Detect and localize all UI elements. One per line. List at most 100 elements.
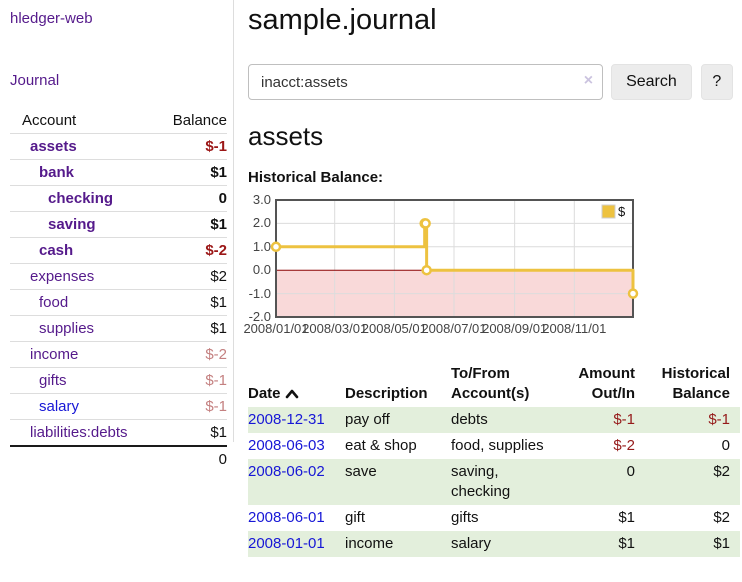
account-link[interactable]: bank	[39, 164, 75, 181]
chart-legend-label: $	[618, 204, 626, 219]
account-row: supplies $1	[10, 315, 227, 342]
transaction-balance: $2	[713, 509, 730, 526]
main-content: sample.journal × Search ? assets Histori…	[234, 0, 742, 557]
account-row: expenses $2	[10, 263, 227, 290]
account-link[interactable]: gifts	[39, 372, 67, 389]
account-link[interactable]: expenses	[30, 268, 95, 285]
y-axis-tick-label: 0.0	[252, 262, 271, 278]
register-table: Date Description To/From Account(s) Amou…	[248, 362, 740, 557]
account-link[interactable]: liabilities:debts	[30, 424, 128, 441]
sidebar-item-journal[interactable]: Journal	[10, 72, 60, 89]
transaction-amount: $-2	[613, 437, 635, 454]
account-link[interactable]: salary	[39, 398, 80, 415]
transaction-amount: $-1	[613, 411, 635, 428]
account-balance: $1	[158, 315, 227, 342]
transaction-description: save	[345, 463, 377, 480]
accounts-table: Account Balance assets $-1 bank $1 checking 0…	[10, 108, 227, 472]
transaction-description: pay off	[345, 411, 390, 428]
y-axis-tick-label: 2.0	[252, 215, 271, 231]
register-header-accounts: To/From Account(s)	[451, 365, 530, 402]
y-axis-tick-label: 1.0	[252, 238, 271, 254]
account-link[interactable]: income	[30, 346, 79, 363]
account-row: salary $-1	[10, 393, 227, 420]
transaction-accounts: debts	[451, 411, 488, 428]
sidebar: hledger-web Journal Account Balance asse…	[0, 0, 234, 472]
account-link[interactable]: cash	[39, 242, 74, 259]
transaction-row: 2008-06-01 gift gifts $1 $2	[248, 505, 740, 531]
account-link[interactable]: saving	[48, 216, 96, 233]
transaction-amount: 0	[626, 463, 635, 480]
account-balance: $1	[158, 211, 227, 238]
account-row: liabilities:debts $1	[10, 419, 227, 446]
transaction-date-link[interactable]: 2008-01-01	[248, 535, 325, 552]
account-row: bank $1	[10, 159, 227, 186]
x-axis-tick-label: 2008/05/01	[361, 321, 427, 336]
accounts-header-balance: Balance	[172, 112, 227, 129]
app-layout: hledger-web Journal Account Balance asse…	[0, 0, 742, 557]
account-balance: $-2	[158, 341, 227, 368]
transaction-date-link[interactable]: 2008-06-02	[248, 463, 325, 480]
chart-canvas: $	[270, 199, 639, 318]
brand-link[interactable]: hledger-web	[10, 10, 93, 27]
y-axis-tick-label: -2.0	[248, 309, 271, 324]
transaction-amount: $1	[618, 509, 635, 526]
transaction-row: 2008-06-03 eat & shop food, supplies $-2 0	[248, 433, 740, 459]
account-link[interactable]: supplies	[39, 320, 95, 337]
accounts-table-body: assets $-1 bank $1 checking 0 saving $1 cash $-2 e…	[10, 133, 227, 446]
transaction-date-link[interactable]: 2008-12-31	[248, 411, 325, 428]
account-balance: $1	[158, 419, 227, 446]
account-row: cash $-2	[10, 237, 227, 264]
x-axis-tick-label: 2008/07/01	[421, 321, 487, 336]
transaction-balance: $-1	[708, 411, 730, 428]
x-axis-tick-label: 2008/11/01	[542, 321, 607, 336]
account-balance: $1	[158, 289, 227, 316]
transaction-date-link[interactable]: 2008-06-03	[248, 437, 325, 454]
register-table-body: 2008-12-31 pay off debts $-1 $-1 2008-06-03 ea…	[248, 407, 740, 557]
clear-search-icon[interactable]: ×	[583, 72, 594, 89]
transaction-accounts: salary	[451, 535, 492, 552]
transaction-accounts: saving, checking	[451, 463, 511, 500]
x-axis-tick-label: 2008/09/01	[482, 321, 548, 336]
transaction-description: eat & shop	[345, 437, 417, 454]
account-balance: $-2	[158, 237, 227, 264]
transaction-row: 2008-12-31 pay off debts $-1 $-1	[248, 407, 740, 433]
x-axis-tick-label: 2008/03/01	[302, 321, 368, 336]
transaction-description: gift	[345, 509, 366, 526]
account-balance: $-1	[158, 393, 227, 420]
search-input[interactable]	[248, 64, 604, 100]
accounts-total-row: 0	[10, 445, 227, 472]
accounts-header-account: Account	[22, 112, 77, 129]
x-axis-tick-label: 2008/01/01	[243, 321, 309, 336]
account-row: checking 0	[10, 185, 227, 212]
account-balance: $-1	[158, 133, 227, 160]
page-title: sample.journal	[248, 4, 437, 36]
account-link[interactable]: food	[39, 294, 69, 311]
register-header-date[interactable]: Date	[248, 362, 345, 407]
account-link[interactable]: assets	[30, 138, 77, 155]
transaction-date-link[interactable]: 2008-06-01	[248, 509, 325, 526]
y-axis-tick-label: 3.0	[252, 192, 271, 207]
accounts-total-value: 0	[158, 445, 227, 472]
register-header-amount: Amount Out/In	[578, 365, 635, 402]
account-row: saving $1	[10, 211, 227, 238]
help-button[interactable]: ?	[700, 64, 733, 100]
search-button[interactable]: Search	[611, 64, 692, 100]
accounts-total-spacer	[10, 445, 159, 472]
transaction-accounts: gifts	[451, 509, 479, 526]
accounts-header-row: Account Balance	[10, 108, 227, 134]
transaction-row: 2008-01-01 income salary $1 $1	[248, 531, 740, 557]
account-link[interactable]: checking	[48, 190, 114, 207]
transaction-amount: $1	[618, 535, 635, 552]
chart-label: Historical Balance:	[248, 169, 384, 186]
transaction-balance: $2	[713, 463, 730, 480]
register-header-description: Description	[345, 385, 428, 402]
account-title: assets	[248, 121, 324, 151]
search-box: ×	[248, 64, 604, 100]
transaction-balance: 0	[721, 437, 730, 454]
sort-ascending-icon	[285, 389, 298, 399]
register-header-balance: Historical Balance	[661, 365, 730, 402]
account-row: gifts $-1	[10, 367, 227, 394]
search-form: × Search ?	[248, 64, 742, 100]
transaction-balance: $1	[713, 535, 730, 552]
historical-balance-chart: $ 3.0 2.0 1.0 0.0 -1.0 -2.0 2008/01/01 2008/03/…	[243, 192, 742, 342]
